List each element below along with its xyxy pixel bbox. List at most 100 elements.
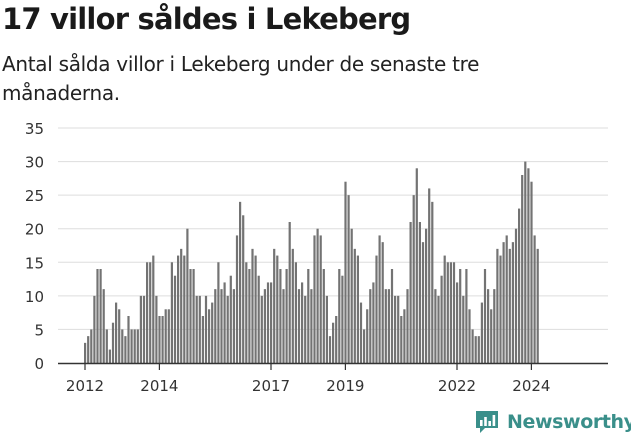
bar — [273, 248, 276, 363]
bar — [496, 248, 499, 363]
bar — [87, 336, 90, 363]
bar — [226, 295, 229, 363]
bar-chart: 0 5 10 15 20 25 30 35 2012 2014 2017 2019 2022 2024 17 — [25, 0, 608, 395]
bar — [239, 201, 242, 363]
bar — [508, 248, 511, 363]
bar — [511, 242, 514, 363]
bar — [270, 282, 273, 363]
brand-logo[interactable]: Newsworthy — [474, 406, 631, 438]
bar — [133, 329, 136, 363]
bar — [465, 269, 468, 363]
bar — [105, 329, 108, 363]
bar — [217, 262, 220, 363]
bar — [409, 222, 412, 363]
bar — [301, 282, 304, 363]
bar — [201, 316, 204, 363]
highlight-value-label: 17 — [570, 0, 592, 5]
bar — [173, 275, 177, 363]
bar — [276, 255, 279, 363]
bar — [84, 342, 87, 363]
bar — [90, 329, 93, 363]
bar — [394, 295, 397, 363]
bar — [530, 181, 533, 363]
y-tick-label: 35 — [25, 120, 44, 138]
bar — [369, 289, 372, 363]
bar — [335, 316, 338, 363]
bar — [471, 329, 474, 363]
x-tick-label: 2017 — [252, 377, 290, 395]
bar — [412, 195, 415, 363]
bar — [180, 248, 183, 363]
bar — [232, 289, 235, 363]
bar — [403, 309, 406, 363]
bar — [533, 235, 536, 363]
bar — [353, 248, 356, 363]
bar — [483, 269, 487, 363]
x-tick-label: 2012 — [66, 377, 104, 395]
bar — [524, 161, 527, 363]
page-title: 17 villor såldes i Lekeberg — [2, 2, 411, 36]
bar — [527, 168, 530, 363]
x-tick-label: 2024 — [512, 377, 550, 395]
y-tick-label: 15 — [25, 254, 44, 272]
bar — [325, 295, 328, 363]
bar — [456, 282, 459, 363]
bar — [443, 255, 446, 363]
bar — [452, 262, 456, 363]
bar — [415, 168, 418, 363]
bar — [158, 316, 161, 363]
bar — [397, 295, 400, 363]
bar — [177, 255, 180, 363]
page-subtitle: Antal sålda villor i Lekeberg under de s… — [2, 52, 480, 105]
bar — [418, 222, 421, 363]
bar — [434, 289, 437, 363]
bar — [338, 269, 341, 363]
bar — [204, 295, 208, 363]
bar — [195, 295, 198, 363]
bar — [381, 242, 384, 363]
bar — [518, 208, 521, 363]
bar — [493, 289, 496, 363]
bar — [124, 336, 127, 363]
bar — [307, 269, 310, 363]
bar — [449, 262, 452, 363]
bar — [332, 322, 335, 363]
bar — [372, 282, 375, 363]
bar — [282, 289, 285, 363]
brand-name: Newsworthy — [507, 411, 631, 433]
bar — [359, 302, 363, 363]
bar — [459, 269, 462, 363]
x-tick-label: 2014 — [140, 377, 178, 395]
bar — [220, 289, 223, 363]
bar — [474, 336, 477, 363]
bar — [208, 309, 211, 363]
bar — [285, 269, 288, 363]
bar — [139, 295, 142, 363]
bar — [183, 255, 186, 363]
bar — [99, 269, 102, 363]
bar — [294, 262, 297, 363]
bar — [93, 295, 96, 363]
bar — [198, 295, 201, 363]
bar — [121, 329, 124, 363]
y-tick-label: 10 — [25, 288, 44, 306]
bar — [487, 289, 490, 363]
y-tick-label: 30 — [25, 154, 44, 172]
bar — [266, 282, 270, 363]
bar — [108, 349, 111, 363]
bar — [421, 242, 425, 363]
bar — [136, 329, 139, 363]
bar — [347, 195, 350, 363]
bar — [229, 275, 232, 363]
bar — [115, 302, 118, 363]
bar — [390, 269, 394, 363]
bar — [211, 302, 214, 363]
bar — [406, 289, 409, 363]
bar — [245, 262, 248, 363]
bar — [350, 228, 353, 363]
bar — [288, 222, 291, 363]
bar — [384, 289, 387, 363]
bar — [254, 255, 257, 363]
bar — [514, 228, 518, 363]
bar — [130, 329, 133, 363]
